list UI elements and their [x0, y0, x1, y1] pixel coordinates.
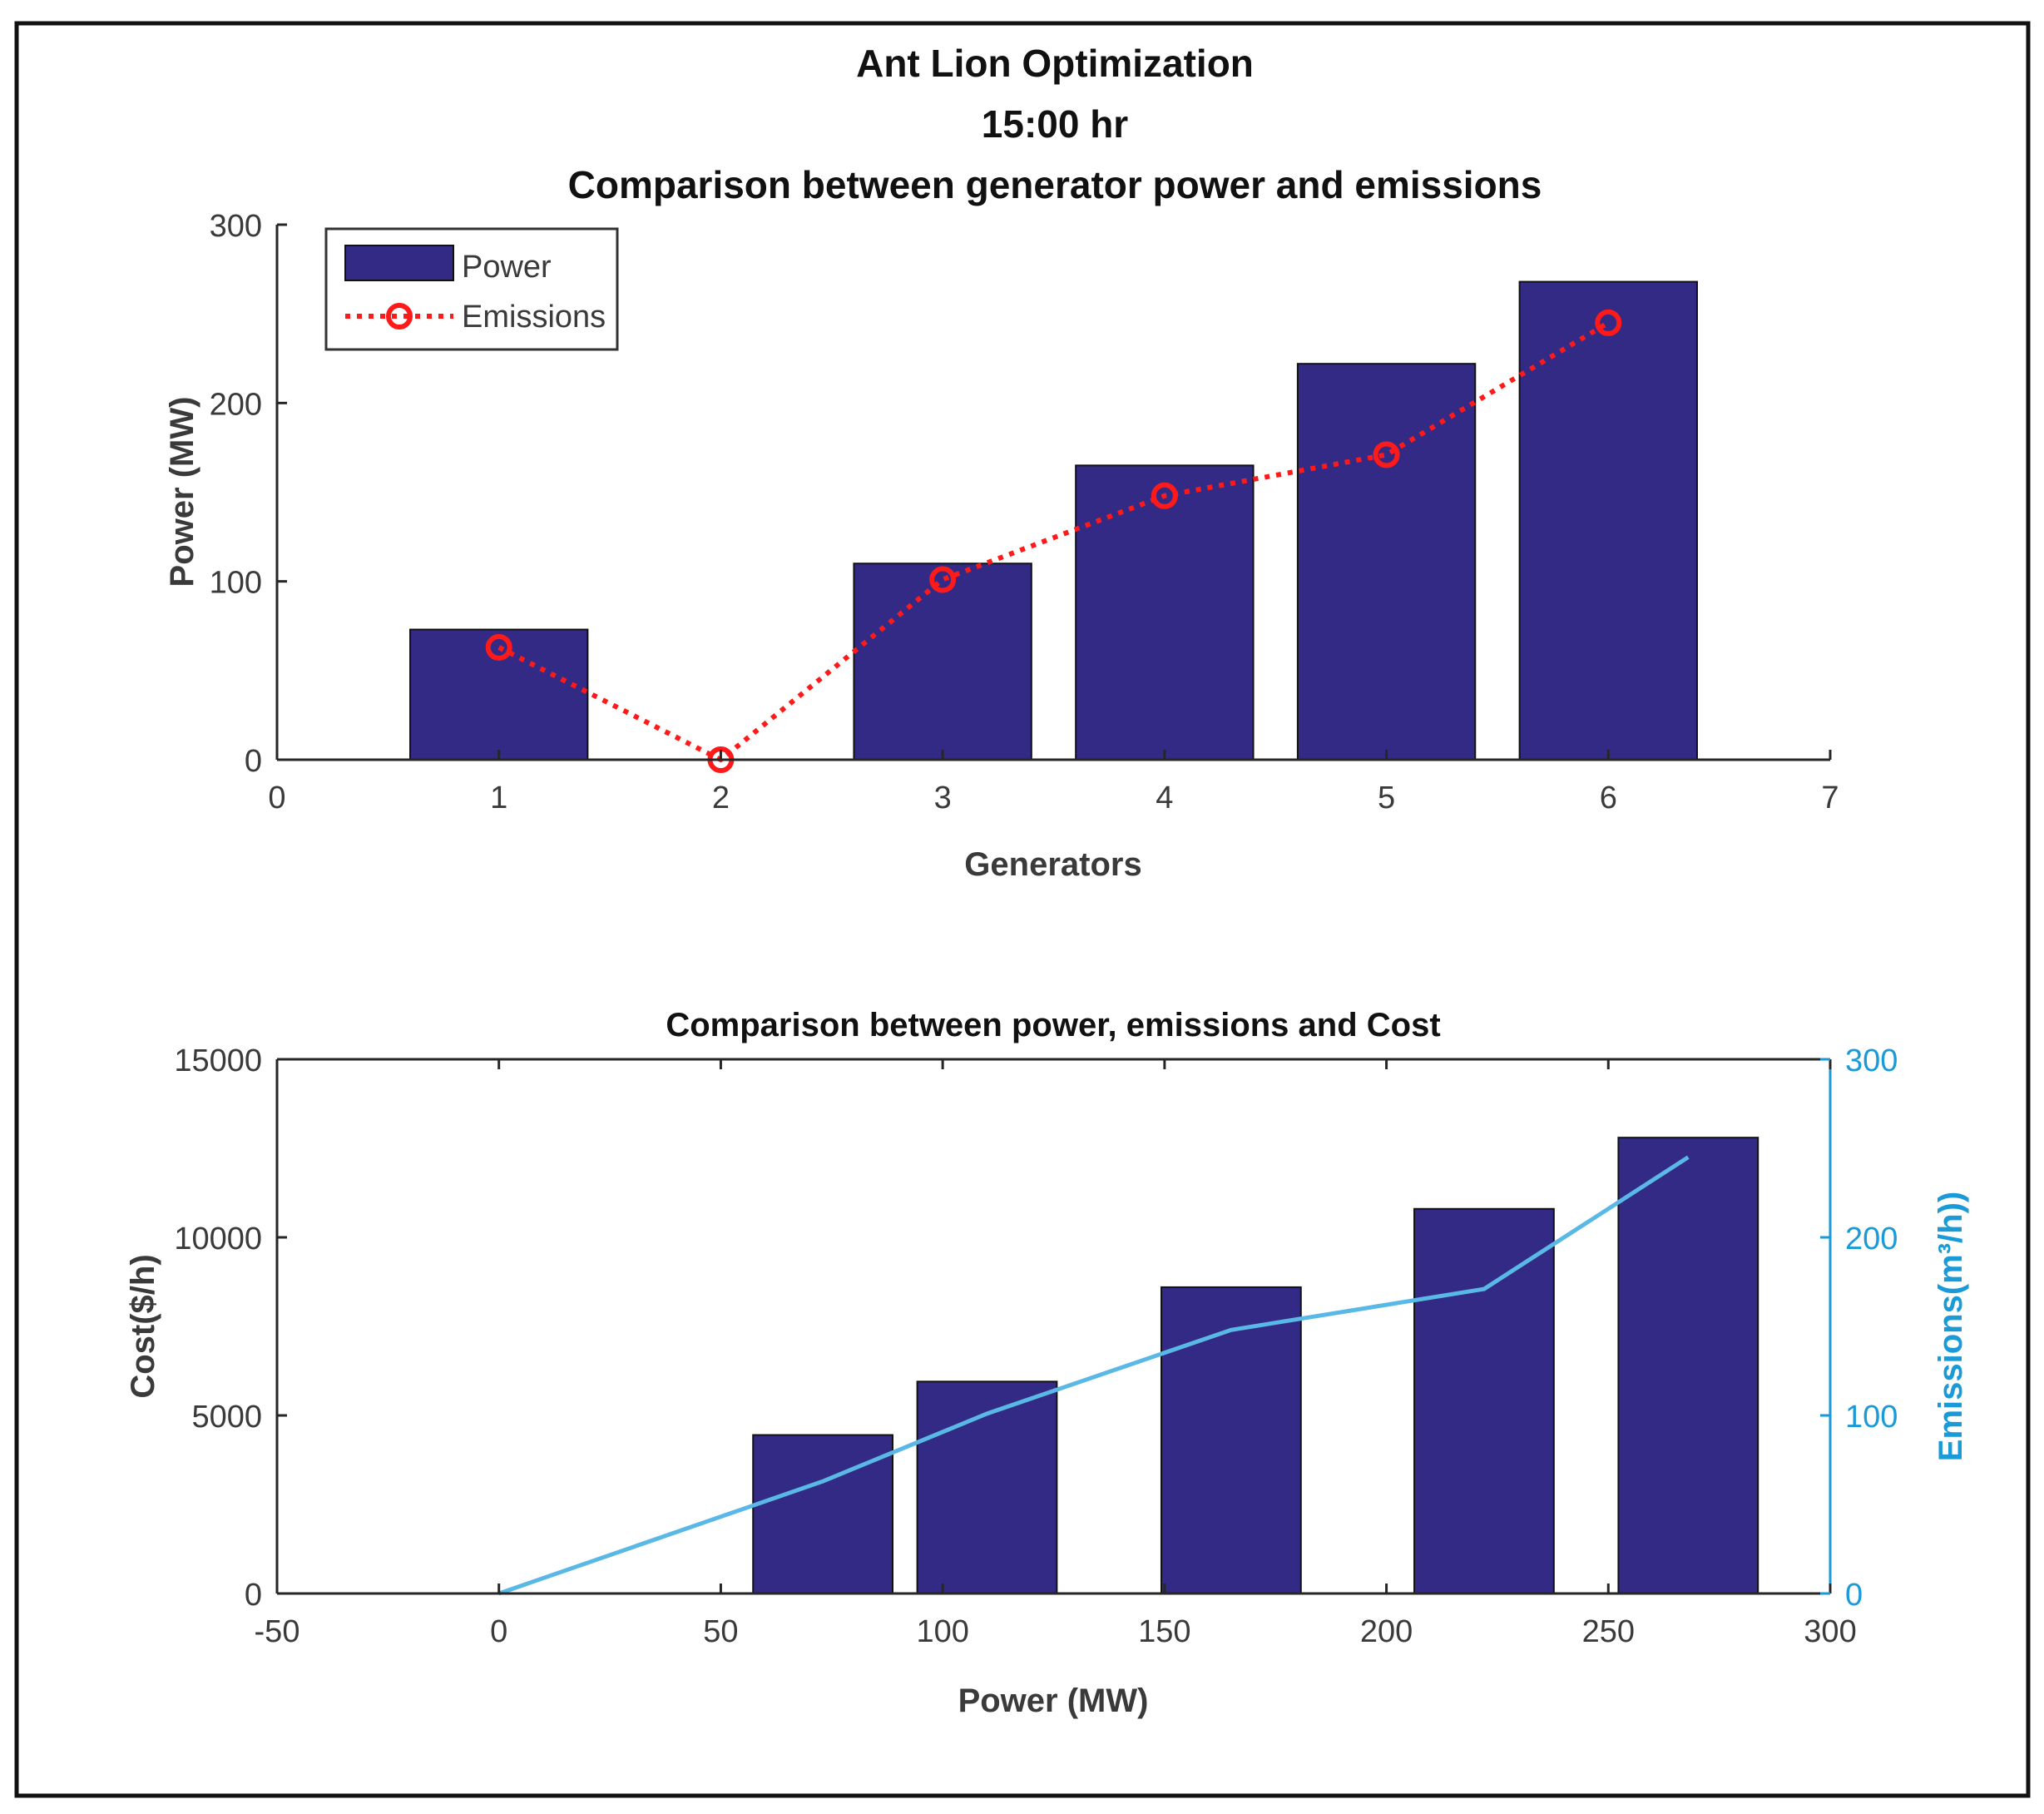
right-y-tick-label: 100	[1845, 1400, 1898, 1435]
power-emissions-chart: 0 1 2 3 4 5 6 7 0 100 200 300 Generators Power (MW…	[164, 209, 1839, 883]
right-y-tick-label: 200	[1845, 1222, 1898, 1256]
y-tick-label: 15000	[174, 1043, 262, 1078]
x-tick-label: 0	[268, 781, 285, 815]
x-tick-label: 4	[1156, 781, 1173, 815]
bottom-chart-title: Comparison between power, emissions and …	[666, 1007, 1440, 1043]
cost-bar	[752, 1434, 893, 1595]
y-tick-label: 200	[210, 387, 262, 422]
x-tick-label: 6	[1600, 781, 1617, 815]
figure-title-line-3: Comparison between generator power and e…	[568, 163, 1542, 206]
y-tick-label: 300	[210, 209, 262, 244]
legend-power-swatch	[344, 245, 454, 281]
cost-bar	[1413, 1207, 1555, 1594]
right-y-axis-ticks: 0 100 200 300	[1820, 1043, 1898, 1613]
legend-emissions-marker	[386, 303, 413, 330]
x-tick-label: 200	[1360, 1614, 1413, 1649]
emissions-line	[497, 320, 1610, 763]
power-bar	[853, 563, 1032, 761]
x-tick-label: 150	[1138, 1614, 1190, 1649]
emissions-marker	[485, 633, 512, 661]
emissions-marker	[929, 566, 957, 593]
x-tick-label: 100	[916, 1614, 968, 1649]
emissions-marker	[1373, 441, 1400, 468]
y-axis-label: Power (MW)	[164, 397, 200, 587]
figure-title-line-1: Ant Lion Optimization	[856, 42, 1254, 85]
cost-bar	[1617, 1137, 1759, 1595]
x-axis-ticks: -50 0 50 100 150 200 250 300	[255, 1059, 1857, 1649]
x-tick-label: 5	[1378, 781, 1395, 815]
x-tick-label: 2	[712, 781, 730, 815]
power-bar	[409, 628, 589, 761]
y-axis-ticks: 0 100 200 300	[210, 209, 287, 779]
power-emissions-cost-chart: Comparison between power, emissions and …	[125, 1007, 1969, 1719]
x-tick-label: 1	[490, 781, 507, 815]
x-tick-label: 250	[1582, 1614, 1635, 1649]
y-tick-label: 0	[245, 744, 262, 779]
legend: Power Emissions	[324, 227, 619, 351]
y-axis-label: Cost($/h)	[125, 1254, 161, 1398]
power-bars	[409, 280, 1698, 761]
x-axis-label: Generators	[964, 846, 1141, 883]
x-tick-label: 7	[1821, 781, 1839, 815]
emissions-marker	[1151, 482, 1178, 509]
x-axis-ticks: 0 1 2 3 4 5 6 7	[268, 750, 1839, 815]
emissions-line	[497, 1155, 1690, 1596]
power-bar	[1075, 464, 1255, 761]
right-y-axis-label: Emissions(m³/h))	[1933, 1192, 1969, 1461]
power-bar	[1518, 280, 1698, 761]
y-tick-label: 10000	[174, 1222, 262, 1256]
y-axis-ticks: 0 5000 10000 15000	[174, 1043, 287, 1613]
legend-power-label: Power	[462, 250, 552, 285]
cost-bar	[916, 1380, 1058, 1594]
x-tick-label: 3	[934, 781, 952, 815]
power-bar	[1296, 363, 1477, 761]
emissions-markers	[485, 309, 1622, 773]
x-tick-label: 50	[703, 1614, 738, 1649]
x-tick-label: -50	[255, 1614, 300, 1649]
y-tick-label: 0	[245, 1578, 262, 1613]
emissions-marker	[1595, 309, 1622, 336]
x-tick-label: 0	[490, 1614, 507, 1649]
x-axis-label: Power (MW)	[958, 1683, 1149, 1719]
right-y-tick-label: 0	[1845, 1578, 1863, 1613]
y-tick-label: 100	[210, 566, 262, 601]
y-tick-label: 5000	[191, 1400, 262, 1435]
figure-title-line-2: 15:00 hr	[982, 102, 1129, 146]
legend-emissions-label: Emissions	[462, 300, 606, 335]
cost-bars	[752, 1137, 1759, 1595]
right-y-tick-label: 300	[1845, 1043, 1898, 1078]
x-tick-label: 300	[1804, 1614, 1856, 1649]
cost-bar	[1160, 1286, 1302, 1595]
